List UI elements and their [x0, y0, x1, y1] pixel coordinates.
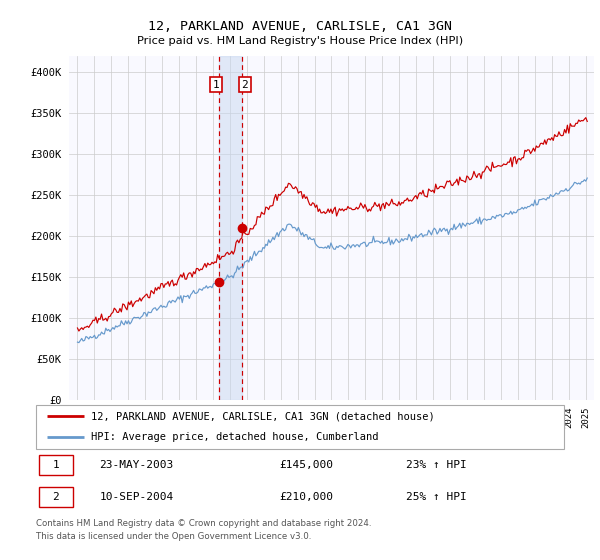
Text: 23-MAY-2003: 23-MAY-2003 — [100, 460, 173, 470]
Text: 1: 1 — [213, 80, 220, 90]
Text: 23% ↑ HPI: 23% ↑ HPI — [406, 460, 466, 470]
Text: 2: 2 — [241, 80, 248, 90]
Text: HPI: Average price, detached house, Cumberland: HPI: Average price, detached house, Cumb… — [91, 432, 379, 442]
FancyBboxPatch shape — [36, 405, 564, 449]
Text: £145,000: £145,000 — [279, 460, 333, 470]
Text: 1: 1 — [52, 460, 59, 470]
Text: 2: 2 — [52, 492, 59, 502]
Text: 10-SEP-2004: 10-SEP-2004 — [100, 492, 173, 502]
Text: 12, PARKLAND AVENUE, CARLISLE, CA1 3GN (detached house): 12, PARKLAND AVENUE, CARLISLE, CA1 3GN (… — [91, 411, 435, 421]
Text: 12, PARKLAND AVENUE, CARLISLE, CA1 3GN: 12, PARKLAND AVENUE, CARLISLE, CA1 3GN — [148, 20, 452, 32]
FancyBboxPatch shape — [38, 455, 73, 475]
Text: 25% ↑ HPI: 25% ↑ HPI — [406, 492, 466, 502]
Bar — [220, 56, 242, 400]
Text: £210,000: £210,000 — [279, 492, 333, 502]
Text: Contains HM Land Registry data © Crown copyright and database right 2024.
This d: Contains HM Land Registry data © Crown c… — [36, 519, 371, 542]
Text: Price paid vs. HM Land Registry's House Price Index (HPI): Price paid vs. HM Land Registry's House … — [137, 36, 463, 46]
FancyBboxPatch shape — [38, 487, 73, 507]
